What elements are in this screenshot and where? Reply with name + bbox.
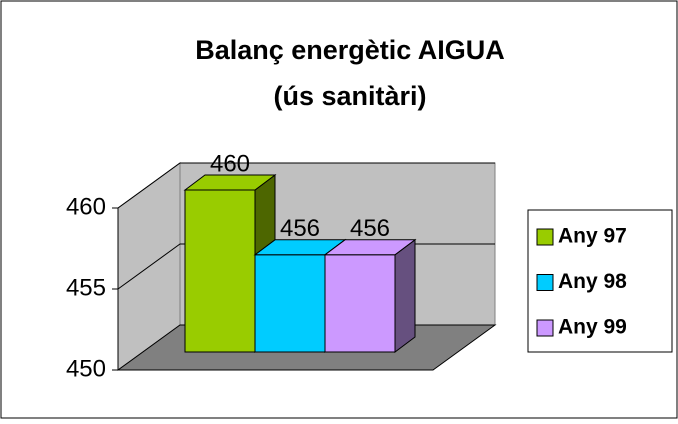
- legend-swatch: [536, 274, 554, 291]
- y-tick-label: 460: [66, 193, 106, 220]
- data-label: 460: [210, 150, 250, 177]
- legend-label: Any 99: [558, 316, 627, 339]
- legend-swatch: [536, 228, 554, 246]
- bar: [254, 254, 326, 353]
- bar: [184, 189, 256, 353]
- legend-swatch: [536, 319, 554, 337]
- data-label: 456: [280, 215, 320, 242]
- bar-side: [394, 238, 416, 353]
- bar-top: [183, 174, 277, 191]
- chart-title: (ús sanitàri): [273, 81, 426, 111]
- legend-label: Any 97: [558, 225, 627, 248]
- data-label: 456: [350, 215, 390, 242]
- y-tick-label: 450: [66, 355, 106, 382]
- y-tick-label: 455: [66, 274, 106, 301]
- bar-top: [323, 239, 417, 256]
- legend-label: Any 98: [558, 270, 627, 293]
- grid-line: [117, 162, 495, 209]
- bar: [324, 254, 396, 353]
- chart-title: Balanç energètic AIGUA: [195, 35, 505, 65]
